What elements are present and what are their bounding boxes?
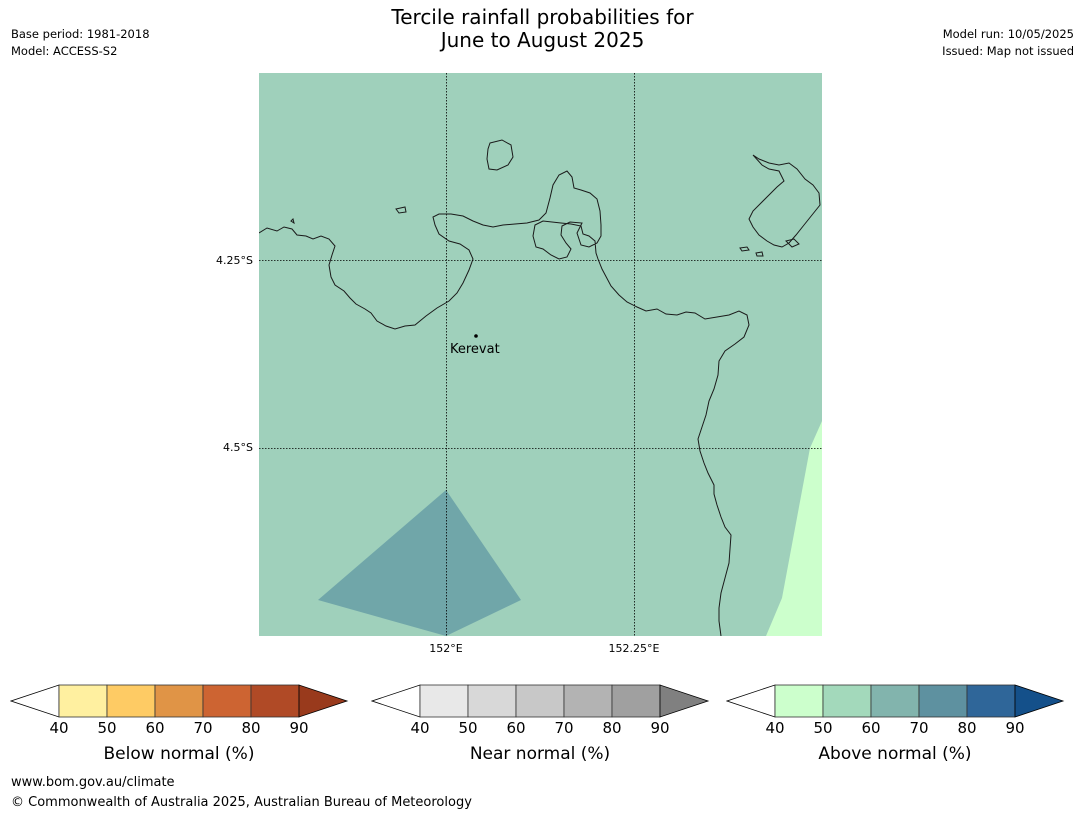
- graticule: [259, 73, 822, 636]
- cb1-tick: 40: [410, 719, 430, 737]
- under-arrow: [371, 684, 421, 718]
- under-arrow: [10, 684, 60, 718]
- colorbar-cell: [774, 684, 824, 718]
- cb0-tick: 70: [193, 719, 213, 737]
- cb2-tick: 40: [765, 719, 785, 737]
- colorbar-cell: [563, 684, 613, 718]
- lon-label-152: 152°E: [429, 642, 463, 655]
- header-left-info: Base period: 1981-2018 Model: ACCESS-S2: [11, 26, 150, 60]
- cb1-tick: 60: [506, 719, 526, 737]
- above-normal-region: [766, 421, 822, 636]
- colorbar-cell: [611, 684, 661, 718]
- cb2-tick: 90: [1005, 719, 1025, 737]
- cb2-tick: 80: [957, 719, 977, 737]
- colorbar-cell: [250, 684, 300, 718]
- map-title: Tercile rainfall probabilities for June …: [0, 6, 1085, 52]
- colorbar-cell: [419, 684, 469, 718]
- over-arrow: [298, 684, 349, 718]
- model-run-text: Model run: 10/05/2025: [942, 27, 1074, 41]
- over-arrow: [659, 684, 710, 718]
- header-right-info: Model run: 10/05/2025 Issued: Map not is…: [942, 26, 1074, 60]
- cb2-tick: 70: [909, 719, 929, 737]
- cb0-tick: 90: [289, 719, 309, 737]
- colorbar-cell: [822, 684, 872, 718]
- colorbar-title-above: Above normal (%): [818, 744, 972, 764]
- colorbar-above-normal: [726, 684, 1065, 718]
- colorbar-cell: [918, 684, 968, 718]
- cb2-tick: 60: [861, 719, 881, 737]
- cb1-tick: 50: [458, 719, 478, 737]
- lat-label-4-25: 4.25°S: [216, 254, 253, 267]
- colorbar-cell: [106, 684, 156, 718]
- title-line-1: Tercile rainfall probabilities for: [391, 5, 694, 29]
- issued-text: Issued: Map not issued: [942, 44, 1074, 58]
- under-arrow: [726, 684, 776, 718]
- coastline: [259, 139, 821, 636]
- colorbar-title-near: Near normal (%): [469, 744, 611, 764]
- cb1-tick: 70: [554, 719, 574, 737]
- colorbar-cell: [202, 684, 252, 718]
- cb0-tick: 60: [145, 719, 165, 737]
- map-panel: [259, 73, 822, 636]
- colorbar-cell: [154, 684, 204, 718]
- colorbar-cell: [966, 684, 1016, 718]
- colorbar-near-normal: [371, 684, 710, 718]
- over-arrow: [1014, 684, 1065, 718]
- colorbar-title-below: Below normal (%): [103, 744, 255, 764]
- base-period-text: Base period: 1981-2018: [11, 27, 150, 41]
- footer-url: www.bom.gov.au/climate: [11, 775, 175, 790]
- cb2-tick: 50: [813, 719, 833, 737]
- cb1-tick: 90: [650, 719, 670, 737]
- cb0-tick: 80: [241, 719, 261, 737]
- map-background: [259, 73, 822, 636]
- colorbar-cell: [58, 684, 108, 718]
- title-line-2: June to August 2025: [440, 28, 645, 52]
- place-label-kerevat: Kerevat: [450, 342, 500, 357]
- footer-copyright: © Commonwealth of Australia 2025, Austra…: [11, 795, 472, 810]
- colorbar-below-normal: [10, 684, 349, 718]
- colorbar-cell: [515, 684, 565, 718]
- lat-label-4-5: 4.5°S: [223, 441, 253, 454]
- lon-label-152-25: 152.25°E: [608, 642, 660, 655]
- kerevat-marker: [474, 334, 478, 338]
- cb0-tick: 50: [97, 719, 117, 737]
- near-normal-high-region: [318, 490, 521, 636]
- colorbar-cell: [467, 684, 517, 718]
- colorbar-cell: [870, 684, 920, 718]
- model-text: Model: ACCESS-S2: [11, 44, 118, 58]
- cb0-tick: 40: [49, 719, 69, 737]
- cb1-tick: 80: [602, 719, 622, 737]
